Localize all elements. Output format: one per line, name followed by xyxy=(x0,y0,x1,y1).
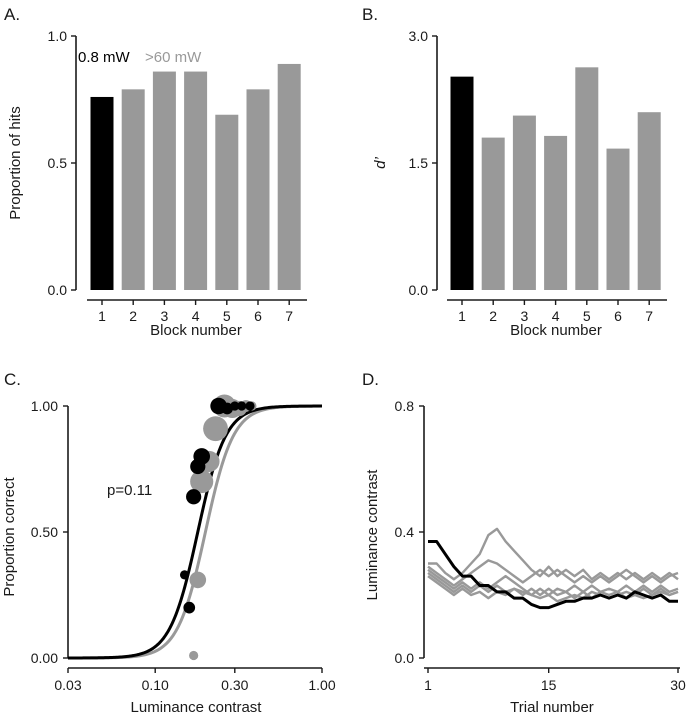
panel-b-ytick-label: 0.0 xyxy=(409,282,429,298)
panel-c-psychometric-plot: Proportion correct Luminance contrast p=… xyxy=(1,394,336,716)
panel-c-point-black xyxy=(179,570,190,580)
panel-b-bar-2 xyxy=(481,137,505,290)
panel-d-ytick-label: 0.8 xyxy=(395,398,415,414)
panel-b-bar-3 xyxy=(512,115,536,290)
panel-d-xtick-label: 30 xyxy=(670,677,686,693)
panel-d-line-gray-2 xyxy=(427,559,679,587)
panel-c-xtick-label: 0.30 xyxy=(221,677,248,693)
panel-a-bar-2 xyxy=(121,89,145,290)
panel-b-bar-6 xyxy=(606,148,630,290)
panel-a-ytick-label: 0.5 xyxy=(48,155,68,171)
panel-d-xtick-label: 1 xyxy=(424,677,432,693)
panel-c-point-black xyxy=(183,601,196,614)
panel-b-bar-5 xyxy=(575,67,599,291)
panel-label-d: D. xyxy=(362,370,379,389)
panel-d-line-black xyxy=(428,539,678,610)
panel-b-xtick-label: 3 xyxy=(521,308,529,324)
panel-d-line-gray-5 xyxy=(427,575,679,603)
panel-label-a: A. xyxy=(4,5,20,24)
panel-c-ytick-label: 1.00 xyxy=(31,398,58,414)
legend-label-black: 0.8 mW xyxy=(78,49,131,66)
panel-a-bar-1 xyxy=(90,96,114,291)
panel-c-xtick-label: 0.03 xyxy=(54,677,81,693)
panel-c-xtick-label: 0.10 xyxy=(142,677,169,693)
panel-d-ytick-label: 0.0 xyxy=(395,650,415,666)
panel-a-xtick-label: 5 xyxy=(223,308,231,324)
panel-a-xtick-label: 2 xyxy=(129,308,137,324)
panel-a-xlabel: Block number xyxy=(150,322,242,339)
panel-d-xlabel: Trial number xyxy=(510,699,594,716)
panel-a-bar-7 xyxy=(277,63,301,290)
panel-a-xtick-label: 7 xyxy=(285,308,293,324)
panel-a-bar-chart: Proportion of hits Block number 0.8 mW >… xyxy=(7,28,307,339)
panel-a-xtick-label: 3 xyxy=(161,308,169,324)
panel-b-xtick-label: 5 xyxy=(583,308,591,324)
panel-a-ytick-label: 1.0 xyxy=(48,28,68,44)
panel-c-fit-black xyxy=(68,404,323,660)
panel-b-bar-7 xyxy=(637,112,661,290)
panel-c-point-gray xyxy=(203,416,228,442)
panel-a-ylabel: Proportion of hits xyxy=(7,106,24,219)
panel-c-point-black xyxy=(230,401,240,411)
panel-b-bar-1 xyxy=(450,76,474,290)
panel-c-point-black xyxy=(245,401,255,411)
panel-c-point-gray xyxy=(189,650,199,661)
panel-c-ytick-label: 0.00 xyxy=(31,650,58,666)
panel-c-fit-gray xyxy=(68,404,322,660)
panel-label-c: C. xyxy=(4,370,21,389)
panel-c-ylabel: Proportion correct xyxy=(1,477,18,597)
panel-c-xlabel: Luminance contrast xyxy=(131,699,263,716)
panel-a-bar-6 xyxy=(246,89,270,290)
panel-c-point-black xyxy=(193,448,211,465)
panel-b-xtick-label: 1 xyxy=(458,308,466,324)
panel-b-xtick-label: 4 xyxy=(552,308,560,324)
panel-d-ytick-label: 0.4 xyxy=(395,524,415,540)
panel-c-annotation: p=0.11 xyxy=(107,482,152,499)
panel-a-xtick-label: 1 xyxy=(98,308,106,324)
panel-c-point-gray xyxy=(190,470,214,494)
panel-d-xtick-label: 15 xyxy=(541,677,557,693)
panel-b-ytick-label: 3.0 xyxy=(409,28,429,44)
panel-b-ytick-label: 1.5 xyxy=(409,155,429,171)
panel-a-bar-5 xyxy=(215,114,239,291)
legend-label-gray: >60 mW xyxy=(145,49,202,66)
panel-c-point-gray xyxy=(189,571,207,589)
panel-c-xtick-label: 1.00 xyxy=(308,677,335,693)
panel-d-ylabel: Luminance contrast xyxy=(364,469,381,601)
panel-a-ytick-label: 0.0 xyxy=(48,282,68,298)
panel-a-bar-3 xyxy=(152,71,176,290)
panel-c-ytick-label: 0.50 xyxy=(31,524,58,540)
panel-a-xtick-label: 6 xyxy=(254,308,262,324)
panel-b-xtick-label: 6 xyxy=(614,308,622,324)
panel-b-xtick-label: 7 xyxy=(645,308,653,324)
panel-label-b: B. xyxy=(362,5,378,24)
panel-b-xtick-label: 2 xyxy=(489,308,497,324)
panel-c-point-black xyxy=(221,402,233,415)
panel-c-point-black xyxy=(186,489,202,505)
panel-b-bar-chart: d’ Block number 0.0 1.5 3.0 1 2 3 4 5 6 7 xyxy=(372,28,667,339)
panel-a-bar-4 xyxy=(184,71,208,290)
panel-b-bar-4 xyxy=(544,135,568,290)
panel-b-xlabel: Block number xyxy=(510,322,602,339)
panel-a-xtick-label: 4 xyxy=(192,308,200,324)
panel-d-line-gray-1 xyxy=(428,527,679,581)
panel-c-point-black xyxy=(237,401,247,411)
panel-b-ylabel: d’ xyxy=(372,157,389,169)
panel-d-staircase-plot: Luminance contrast Trial number 0.0 0.4 0.… xyxy=(364,398,686,716)
